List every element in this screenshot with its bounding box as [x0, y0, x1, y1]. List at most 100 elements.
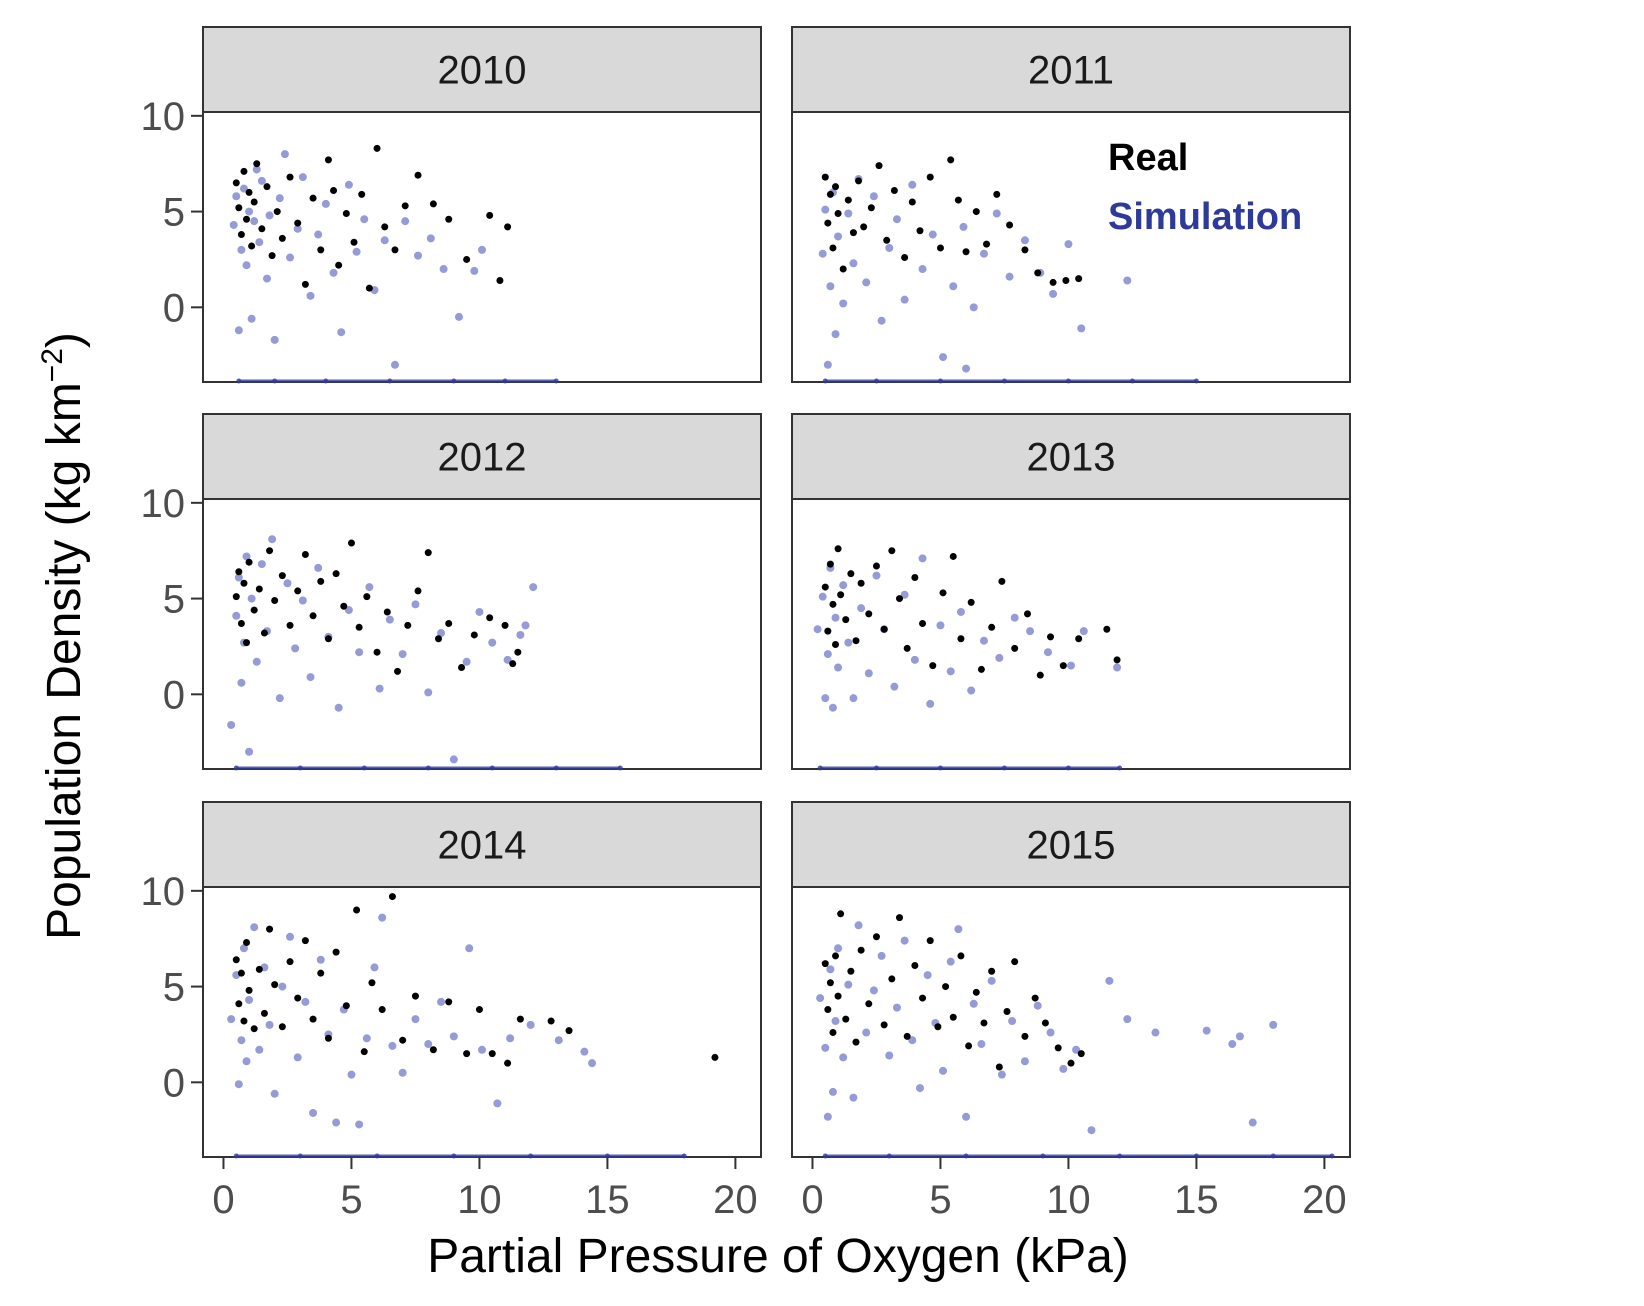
- point-real: [342, 209, 350, 217]
- point-simulation-zero: [604, 1153, 610, 1159]
- point-real: [824, 627, 832, 635]
- facet-strip-2011: [791, 26, 1351, 113]
- y-axis-title: Population Density (kg km−2): [36, 332, 91, 940]
- point-real: [350, 238, 358, 246]
- point-simulation: [360, 215, 369, 224]
- y-tick-label: 0: [163, 673, 185, 717]
- point-simulation: [949, 282, 958, 291]
- point-simulation: [831, 330, 840, 339]
- point-simulation: [823, 1112, 832, 1121]
- point-simulation-zero: [297, 765, 303, 771]
- point-simulation-zero: [361, 765, 367, 771]
- point-real: [980, 1019, 988, 1027]
- facet-strip-2015: [791, 801, 1351, 888]
- point-real: [832, 183, 840, 191]
- point-real: [434, 635, 442, 643]
- point-real: [245, 188, 253, 196]
- point-real: [514, 648, 522, 656]
- point-simulation: [1005, 272, 1014, 281]
- point-real: [258, 225, 266, 233]
- facet-strip-2013: [791, 413, 1351, 500]
- point-simulation: [967, 686, 976, 695]
- point-simulation-zero: [233, 1153, 239, 1159]
- point-simulation: [900, 936, 909, 945]
- facet-panel-2011: 2011: [791, 26, 1351, 384]
- point-real: [360, 1048, 368, 1056]
- point-real: [919, 619, 927, 627]
- point-real: [847, 967, 855, 975]
- point-simulation: [1105, 976, 1114, 985]
- point-real: [837, 910, 845, 918]
- point-simulation: [828, 1087, 837, 1096]
- point-simulation: [362, 1034, 371, 1043]
- point-real: [565, 1027, 573, 1035]
- point-simulation: [821, 1043, 830, 1052]
- point-simulation: [293, 1053, 302, 1062]
- point-simulation: [270, 1089, 279, 1098]
- point-simulation-zero: [1117, 1153, 1123, 1159]
- facet-strip-2012: [202, 413, 762, 500]
- point-real: [857, 946, 865, 954]
- point-simulation: [242, 1057, 251, 1066]
- point-simulation: [334, 703, 343, 712]
- point-simulation: [849, 694, 858, 703]
- point-real: [908, 198, 916, 206]
- point-simulation: [252, 657, 261, 666]
- point-simulation: [992, 209, 1001, 218]
- point-simulation: [954, 925, 963, 934]
- point-real: [294, 994, 302, 1002]
- point-simulation: [234, 573, 243, 582]
- facet-panels: 2010 2011 2012 2013 2014 2015: [202, 26, 1351, 1159]
- point-real: [232, 956, 240, 964]
- point-simulation: [237, 245, 246, 254]
- point-simulation: [831, 1017, 840, 1026]
- x-tick-label: 20: [713, 1178, 758, 1222]
- point-simulation: [1020, 1057, 1029, 1066]
- point-simulation: [239, 184, 248, 193]
- point-real: [977, 665, 985, 673]
- point-simulation: [306, 291, 315, 300]
- point-real: [237, 619, 245, 627]
- point-simulation: [398, 650, 407, 659]
- point-real: [903, 644, 911, 652]
- x-tick-label: 5: [340, 1178, 362, 1222]
- point-simulation: [844, 638, 853, 647]
- point-real: [1067, 1059, 1075, 1067]
- point-simulation: [478, 245, 486, 254]
- point-simulation: [227, 720, 236, 729]
- point-real: [368, 979, 376, 987]
- point-real: [363, 593, 371, 601]
- point-simulation: [293, 224, 302, 233]
- point-simulation-zero: [617, 765, 623, 771]
- point-real: [232, 593, 240, 601]
- point-real: [826, 979, 834, 987]
- point-simulation: [926, 699, 935, 708]
- point-real: [470, 631, 478, 639]
- point-real: [890, 187, 898, 195]
- facet-strip-label-2013: 2013: [1027, 436, 1116, 480]
- point-real: [240, 579, 248, 587]
- point-simulation: [385, 615, 394, 624]
- point-simulation: [337, 328, 346, 337]
- point-real: [829, 600, 837, 608]
- point-real: [271, 596, 279, 604]
- point-real: [240, 167, 248, 175]
- point-real: [286, 958, 294, 966]
- point-simulation: [424, 1040, 433, 1049]
- point-simulation: [411, 600, 420, 609]
- facet-strip-2010: [202, 26, 762, 113]
- point-real: [388, 893, 396, 901]
- point-real: [373, 648, 381, 656]
- y-axis-title-close: ): [38, 332, 91, 348]
- point-simulation: [962, 364, 971, 373]
- point-simulation-zero: [822, 1153, 828, 1159]
- facet-panel-2010: 2010: [202, 26, 762, 384]
- point-simulation: [969, 999, 978, 1008]
- point-simulation: [286, 932, 295, 941]
- point-simulation-zero: [489, 765, 495, 771]
- point-simulation: [849, 1093, 858, 1102]
- point-simulation: [398, 1068, 407, 1077]
- point-simulation: [959, 222, 968, 231]
- point-simulation: [939, 353, 948, 362]
- point-real: [824, 1006, 832, 1014]
